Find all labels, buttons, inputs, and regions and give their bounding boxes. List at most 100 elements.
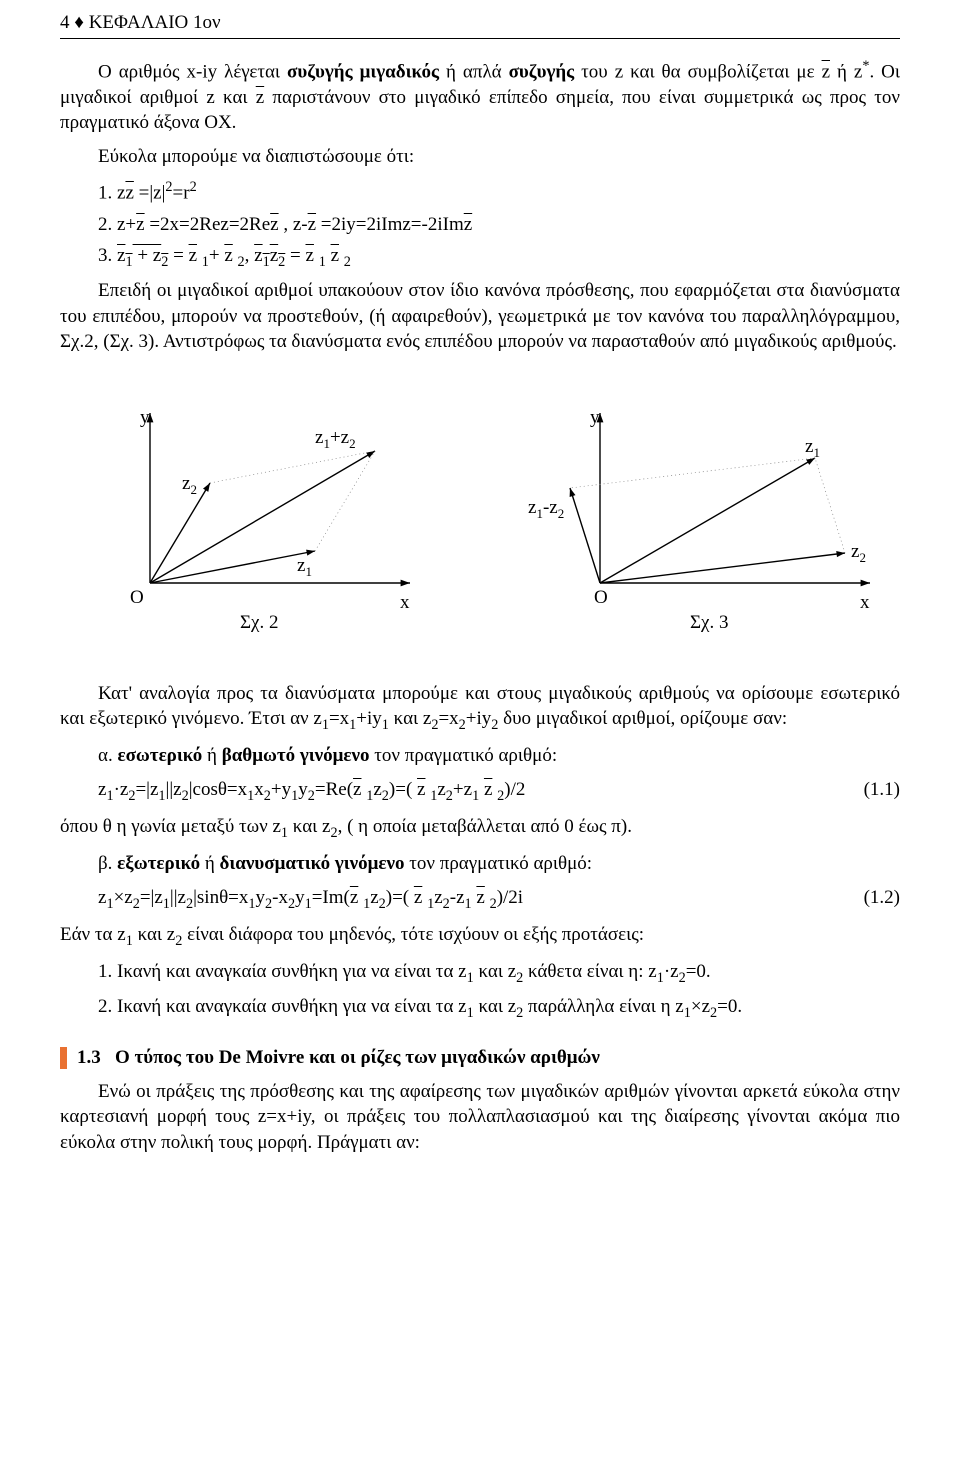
li4h: 2 <box>679 970 686 986</box>
li5i: =0. <box>717 996 742 1017</box>
p1f: ή z <box>830 61 862 82</box>
e12af: z <box>476 887 484 908</box>
svg-text:O: O <box>594 587 608 608</box>
e12d: 2 <box>133 896 140 912</box>
li2g: =2iy=2iImz=-2iIm <box>316 214 464 235</box>
e12c: ×z <box>114 887 133 908</box>
svg-text:x: x <box>400 592 410 613</box>
li3z: 2 <box>344 254 351 270</box>
p7d: διανυσματικό γινόμενο <box>220 853 405 874</box>
e11q: =Re( <box>315 779 353 800</box>
eq12-num: (1.2) <box>864 885 900 914</box>
p4m: δυο μιγαδικοί αριθμοί, ορίζουμε σαν: <box>498 708 787 729</box>
p4k: +iy <box>466 708 492 729</box>
e12ab: 2 <box>443 896 450 912</box>
li3k: z <box>224 245 232 266</box>
p7e: τον πραγματικό αριθμό: <box>405 853 593 874</box>
e11l: 2 <box>264 788 271 804</box>
e12f: 1 <box>163 896 170 912</box>
e12v: 2 <box>379 896 386 912</box>
p1c: ή απλά <box>439 61 509 82</box>
p6e: , ( η οποία μεταβάλλεται από 0 έως π). <box>338 816 632 837</box>
paragraph-2: Εύκολα μπορούμε να διαπιστώσουμε ότι: <box>60 144 900 170</box>
e12aa: z <box>434 887 442 908</box>
eq11-num: (1.1) <box>864 777 900 806</box>
paragraph-6: όπου θ η γωνία μεταξύ των z1 και z2, ( η… <box>60 814 900 843</box>
p5d: βαθμωτό γινόμενο <box>222 745 370 766</box>
li5e: παράλληλα είναι η z <box>523 996 683 1017</box>
p5e: τον πραγματικό αριθμό: <box>370 745 558 766</box>
page-header: 4 ♦ ΚΕΦΑΛΑΙΟ 1ον <box>60 10 900 39</box>
li3t: z <box>306 245 314 266</box>
figure-2: yxOz1z2z1+z2Σχ. 2 <box>60 373 470 661</box>
p1e: του z και θα συμβολίζεται με <box>574 61 821 82</box>
figure-2-svg: yxOz1z2z1+z2Σχ. 2 <box>60 373 470 653</box>
li4e: κάθετα είναι η: z <box>523 961 656 982</box>
svg-text:z1-z2: z1-z2 <box>528 497 564 521</box>
e12ac: -z <box>450 887 465 908</box>
svg-text:z2: z2 <box>851 541 866 565</box>
e11w: )=( <box>389 779 417 800</box>
li3i: 1 <box>202 254 209 270</box>
p6c: και z <box>288 816 330 837</box>
p1a: Ο αριθμός x-iy λέγεται <box>98 61 287 82</box>
p7a: β. <box>98 853 117 874</box>
list-item-2: 2. z+z =2x=2Rez=2Rez , z-z =2iy=2iImz=-2… <box>98 212 900 238</box>
e11m: +y <box>271 779 291 800</box>
paragraph-4: Κατ' αναλογία προς τα διανύσματα μπορούμ… <box>60 681 900 736</box>
e12k: y <box>256 887 266 908</box>
p4f: 1 <box>382 717 389 733</box>
li3o: z <box>254 245 262 266</box>
svg-text:z1: z1 <box>805 436 820 460</box>
li4a: 1. Ικανή και αναγκαία συνθήκη για να είν… <box>98 961 467 982</box>
li3x: z <box>331 245 339 266</box>
e12ah: 2 <box>490 896 497 912</box>
e12o: y <box>295 887 305 908</box>
figure-3-svg: yxOz1z2z1-z2Σχ. 3 <box>470 373 900 653</box>
svg-text:x: x <box>860 592 870 613</box>
paragraph-9: Ενώ οι πράξεις της πρόσθεσης και της αφα… <box>60 1079 900 1156</box>
e11u: z <box>373 779 381 800</box>
e11v: 2 <box>382 788 389 804</box>
p5c: ή <box>202 745 221 766</box>
li5b: 1 <box>467 1005 474 1021</box>
svg-text:y: y <box>140 407 150 428</box>
li1f: 2 <box>190 179 197 195</box>
svg-text:z1: z1 <box>297 555 312 579</box>
header-chapter: ΚΕΦΑΛΑΙΟ 1ον <box>89 12 221 33</box>
li1a: 1. z <box>98 182 125 203</box>
paragraph-3: Επειδή οι μιγαδικοί αριθμοί υπακούουν στ… <box>60 278 900 355</box>
figures-container: yxOz1z2z1+z2Σχ. 2 yxOz1z2z1-z2Σχ. 3 <box>60 373 900 661</box>
e11ac: +z <box>453 779 472 800</box>
p4e: +iy <box>356 708 382 729</box>
e12u: z <box>370 887 378 908</box>
e12e: =|z <box>140 887 163 908</box>
li3p: 1 <box>263 254 270 270</box>
e11i: |cosθ=x <box>189 779 247 800</box>
p1z1: z <box>822 61 830 82</box>
li2d: z <box>270 214 278 235</box>
li3grp2: z1z2 <box>254 245 285 266</box>
p1z2: z <box>256 87 264 108</box>
li1b: z <box>125 182 133 203</box>
li5c: και z <box>474 996 516 1017</box>
li3v: 1 <box>319 254 326 270</box>
li3m: 2 <box>238 254 245 270</box>
li2h: z <box>464 214 472 235</box>
e11aa: z <box>437 779 445 800</box>
e11k: x <box>254 779 264 800</box>
svg-text:z1+z2: z1+z2 <box>315 427 356 451</box>
li4i: =0. <box>686 961 711 982</box>
li3q: z <box>270 245 278 266</box>
svg-text:Σχ. 3: Σχ. 3 <box>690 612 729 633</box>
e11f: 1 <box>158 788 165 804</box>
li5g: ×z <box>691 996 710 1017</box>
section-heading: 1.3 Ο τύπος του De Moivre και οι ρίζες τ… <box>60 1045 900 1071</box>
e12m: -x <box>272 887 288 908</box>
li1e: =r <box>173 182 190 203</box>
li2e: , z- <box>279 214 308 235</box>
e12j: 1 <box>248 896 255 912</box>
e11g: ||z <box>166 779 182 800</box>
li4g: ·z <box>664 961 679 982</box>
li3a: 3. <box>98 245 117 266</box>
